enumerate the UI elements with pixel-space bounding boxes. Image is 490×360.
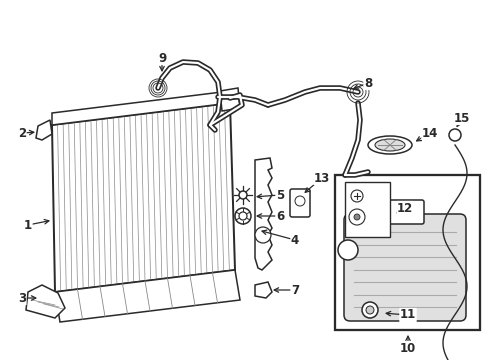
Circle shape <box>362 302 378 318</box>
Text: 2: 2 <box>18 126 26 140</box>
Circle shape <box>235 208 251 224</box>
Text: 8: 8 <box>364 77 372 90</box>
Circle shape <box>351 190 363 202</box>
Polygon shape <box>255 282 272 298</box>
Ellipse shape <box>375 139 405 151</box>
Text: 11: 11 <box>400 309 416 321</box>
Circle shape <box>349 209 365 225</box>
Text: 6: 6 <box>276 210 284 222</box>
Text: 10: 10 <box>400 342 416 355</box>
Circle shape <box>239 212 247 220</box>
FancyBboxPatch shape <box>290 189 310 217</box>
Circle shape <box>338 240 358 260</box>
Text: 1: 1 <box>24 219 32 231</box>
FancyBboxPatch shape <box>386 200 424 224</box>
Circle shape <box>239 191 247 199</box>
Bar <box>345 182 390 237</box>
Polygon shape <box>220 88 240 111</box>
FancyBboxPatch shape <box>344 214 466 321</box>
Circle shape <box>366 306 374 314</box>
Text: 13: 13 <box>314 171 330 185</box>
Text: 15: 15 <box>454 112 470 125</box>
Text: 4: 4 <box>291 234 299 247</box>
Text: 5: 5 <box>276 189 284 202</box>
Polygon shape <box>52 103 235 292</box>
Polygon shape <box>52 91 230 125</box>
Text: 9: 9 <box>158 51 166 64</box>
Polygon shape <box>26 285 65 318</box>
Ellipse shape <box>368 136 412 154</box>
Bar <box>335 175 480 330</box>
Polygon shape <box>55 270 240 322</box>
Text: 14: 14 <box>422 126 438 140</box>
Polygon shape <box>36 120 52 140</box>
Text: 3: 3 <box>18 292 26 305</box>
Circle shape <box>255 227 271 243</box>
Circle shape <box>354 214 360 220</box>
Circle shape <box>295 196 305 206</box>
Text: 7: 7 <box>291 284 299 297</box>
Text: 12: 12 <box>397 202 413 215</box>
Polygon shape <box>255 158 272 270</box>
Circle shape <box>449 129 461 141</box>
